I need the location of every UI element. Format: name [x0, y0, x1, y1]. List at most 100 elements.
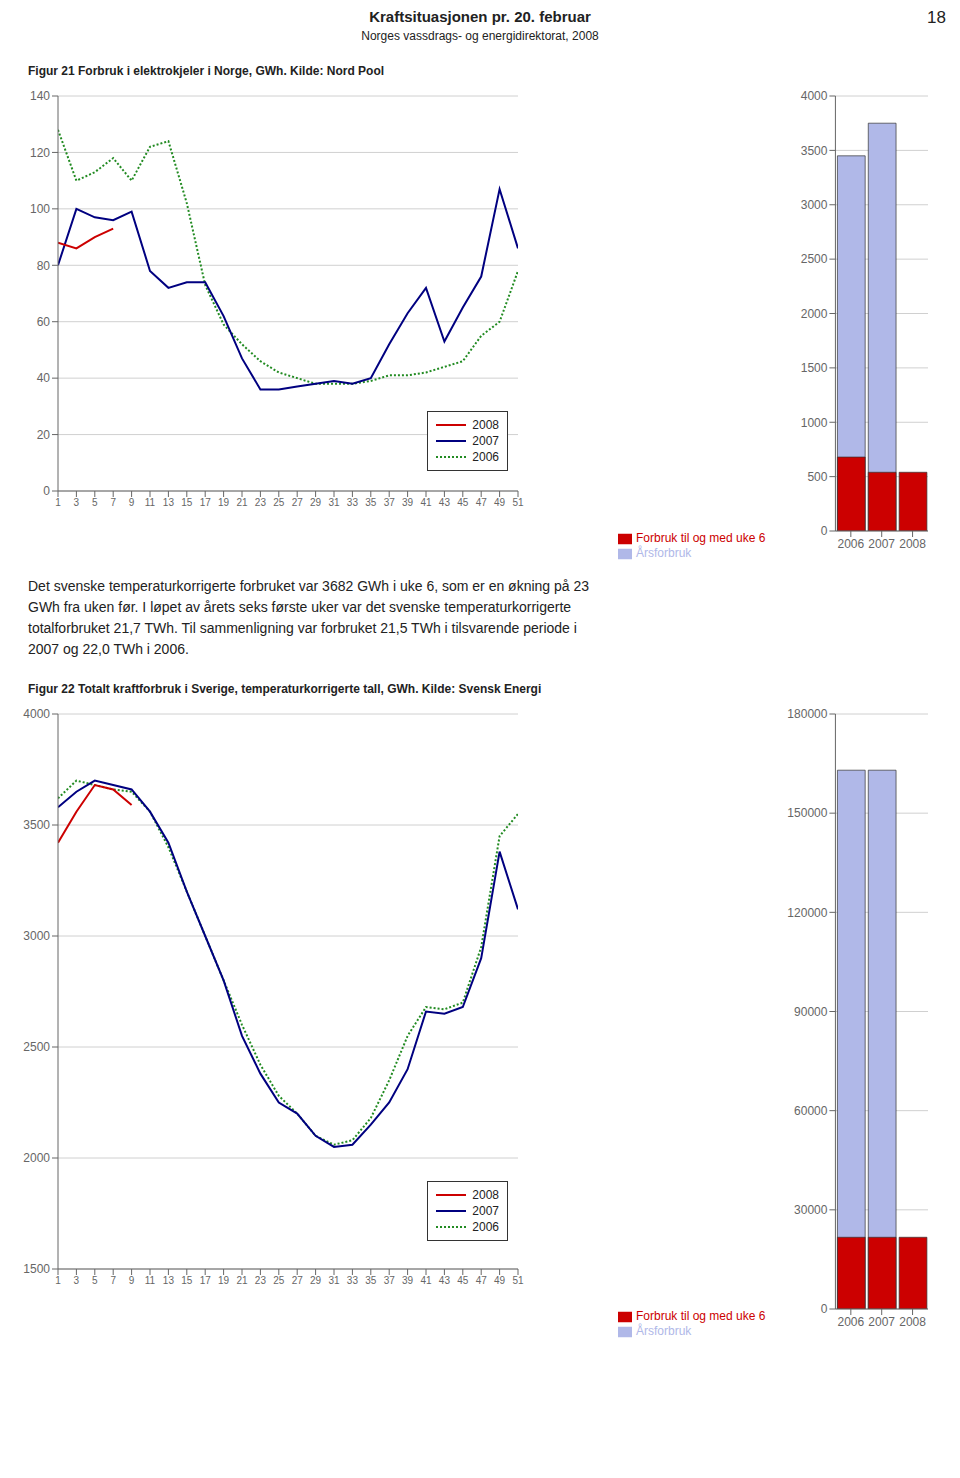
- html-text:Forbruk til og med uke 6: Forbruk til og med uke 6: [636, 531, 766, 546]
- svg-text:120: 120: [30, 146, 50, 160]
- svg-text:13: 13: [163, 1275, 175, 1286]
- html-text:Forbruk til og med uke 6: Forbruk til og med uke 6: [636, 1309, 766, 1324]
- svg-text:25: 25: [273, 1275, 285, 1286]
- svg-text:1: 1: [55, 497, 61, 508]
- svg-text:4000: 4000: [23, 707, 50, 721]
- svg-text:140: 140: [30, 89, 50, 103]
- svg-text:47: 47: [476, 497, 488, 508]
- svg-text:2008: 2008: [899, 537, 926, 551]
- svg-text:3000: 3000: [801, 198, 828, 212]
- svg-text:9: 9: [129, 497, 135, 508]
- svg-text:23: 23: [255, 1275, 267, 1286]
- svg-text:1500: 1500: [23, 1262, 50, 1276]
- svg-text:3500: 3500: [801, 144, 828, 158]
- svg-text:2000: 2000: [23, 1151, 50, 1165]
- svg-text:21: 21: [236, 497, 248, 508]
- svg-text:15: 15: [181, 497, 193, 508]
- html-text:Årsforbruk: Årsforbruk: [636, 1324, 692, 1339]
- svg-text:3000: 3000: [23, 929, 50, 943]
- svg-text:31: 31: [328, 1275, 340, 1286]
- html-text:Norges vassdrags- og energidir: Norges vassdrags- og energidirektorat, 2…: [361, 29, 599, 43]
- svg-text:150000: 150000: [787, 806, 827, 820]
- svg-text:9: 9: [129, 1275, 135, 1286]
- svg-text:39: 39: [402, 1275, 414, 1286]
- svg-text:29: 29: [310, 497, 322, 508]
- svg-text:2500: 2500: [801, 252, 828, 266]
- html-text:18: 18: [927, 8, 946, 27]
- svg-text:37: 37: [384, 497, 396, 508]
- svg-text:43: 43: [439, 497, 451, 508]
- svg-text:2500: 2500: [23, 1040, 50, 1054]
- svg-text:43: 43: [439, 1275, 451, 1286]
- html-text:2006: 2006: [472, 450, 499, 464]
- svg-text:60000: 60000: [794, 1104, 828, 1118]
- svg-text:33: 33: [347, 497, 359, 508]
- svg-text:11: 11: [145, 497, 156, 508]
- html-text:Det svenske temperaturkorriger: Det svenske temperaturkorrigerte forbruk…: [28, 578, 589, 657]
- svg-text:2007: 2007: [868, 1315, 895, 1329]
- svg-text:27: 27: [292, 497, 304, 508]
- svg-text:7: 7: [110, 497, 116, 508]
- svg-text:37: 37: [384, 1275, 396, 1286]
- svg-text:90000: 90000: [794, 1005, 828, 1019]
- svg-text:500: 500: [807, 470, 827, 484]
- svg-text:0: 0: [821, 524, 828, 538]
- svg-text:41: 41: [420, 497, 432, 508]
- svg-text:35: 35: [365, 1275, 377, 1286]
- svg-text:17: 17: [200, 497, 212, 508]
- svg-text:51: 51: [512, 497, 524, 508]
- svg-text:13: 13: [163, 497, 175, 508]
- svg-text:49: 49: [494, 497, 506, 508]
- svg-text:2007: 2007: [868, 537, 895, 551]
- svg-text:180000: 180000: [787, 707, 827, 721]
- svg-text:23: 23: [255, 497, 267, 508]
- svg-text:4000: 4000: [801, 89, 828, 103]
- svg-text:51: 51: [512, 1275, 524, 1286]
- svg-text:2006: 2006: [837, 537, 864, 551]
- html-text:Kraftsituasjonen pr. 20. febru: Kraftsituasjonen pr. 20. februar: [369, 8, 591, 25]
- svg-text:35: 35: [365, 497, 377, 508]
- html-text:2008: 2008: [472, 418, 499, 432]
- svg-text:11: 11: [145, 1275, 156, 1286]
- svg-text:41: 41: [420, 1275, 432, 1286]
- svg-text:3: 3: [74, 497, 80, 508]
- svg-text:5: 5: [92, 497, 98, 508]
- svg-text:47: 47: [476, 1275, 488, 1286]
- svg-text:60: 60: [37, 315, 51, 329]
- svg-text:19: 19: [218, 1275, 230, 1286]
- svg-text:7: 7: [110, 1275, 116, 1286]
- svg-text:31: 31: [328, 497, 340, 508]
- svg-text:2006: 2006: [837, 1315, 864, 1329]
- svg-text:49: 49: [494, 1275, 506, 1286]
- svg-text:2000: 2000: [801, 307, 828, 321]
- svg-text:3: 3: [74, 1275, 80, 1286]
- html-text:2007: 2007: [472, 434, 499, 448]
- svg-text:29: 29: [310, 1275, 322, 1286]
- svg-text:25: 25: [273, 497, 285, 508]
- svg-text:1500: 1500: [801, 361, 828, 375]
- svg-text:39: 39: [402, 497, 414, 508]
- svg-text:40: 40: [37, 371, 51, 385]
- svg-text:19: 19: [218, 497, 230, 508]
- svg-text:3500: 3500: [23, 818, 50, 832]
- svg-text:0: 0: [43, 484, 50, 498]
- html-text:Figur 21 Forbruk i elektrokjel: Figur 21 Forbruk i elektrokjeler i Norge…: [28, 64, 385, 78]
- svg-text:17: 17: [200, 1275, 212, 1286]
- svg-text:20: 20: [37, 428, 51, 442]
- svg-text:5: 5: [92, 1275, 98, 1286]
- svg-text:27: 27: [292, 1275, 304, 1286]
- svg-text:30000: 30000: [794, 1203, 828, 1217]
- svg-text:1: 1: [55, 1275, 61, 1286]
- svg-text:120000: 120000: [787, 906, 827, 920]
- svg-text:80: 80: [37, 259, 51, 273]
- svg-text:100: 100: [30, 202, 50, 216]
- svg-text:1000: 1000: [801, 416, 828, 430]
- html-text:Årsforbruk: Årsforbruk: [636, 546, 692, 561]
- svg-text:45: 45: [457, 1275, 469, 1286]
- svg-text:33: 33: [347, 1275, 359, 1286]
- svg-text:15: 15: [181, 1275, 193, 1286]
- svg-text:2008: 2008: [899, 1315, 926, 1329]
- svg-text:45: 45: [457, 497, 469, 508]
- svg-text:0: 0: [821, 1302, 828, 1316]
- svg-text:21: 21: [236, 1275, 248, 1286]
